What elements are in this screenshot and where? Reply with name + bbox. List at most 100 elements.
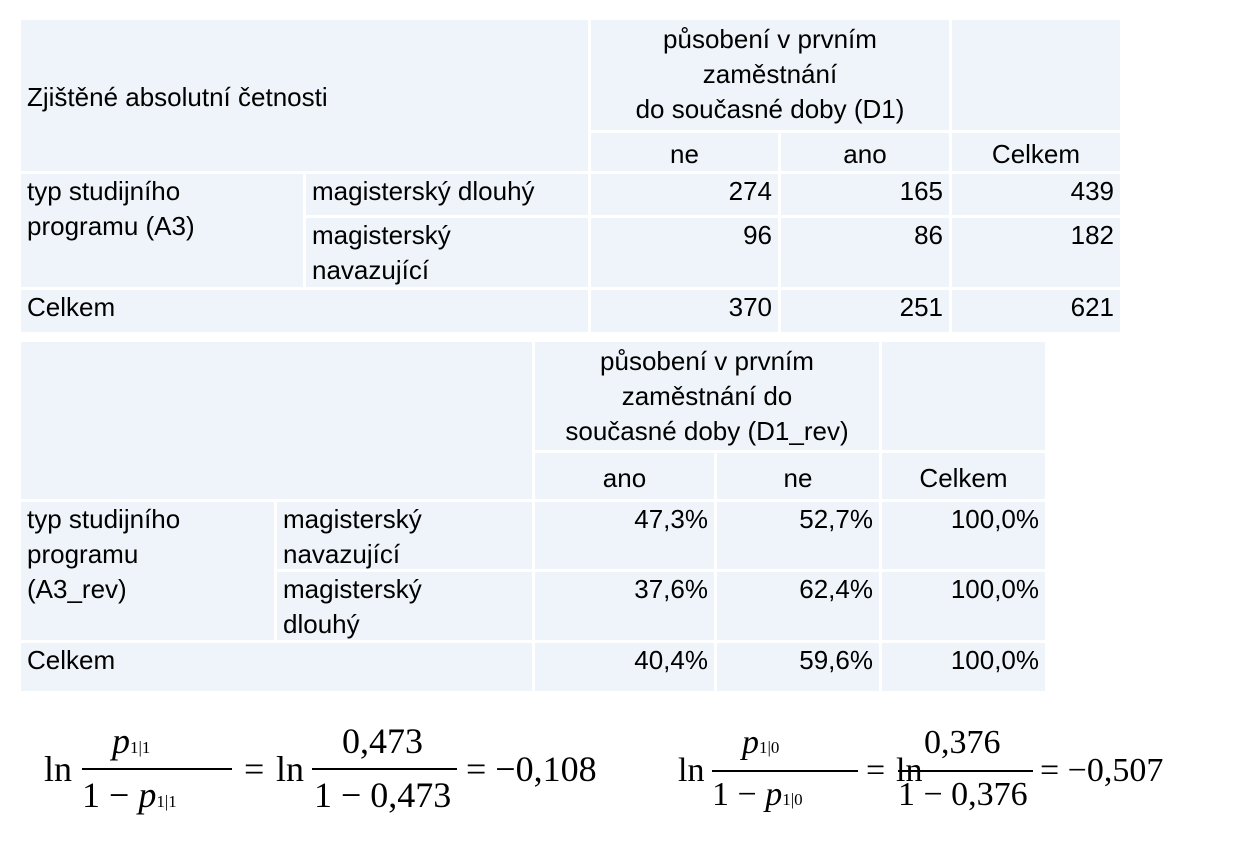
table1-col-header-ne: ne [591, 133, 778, 171]
table2-total-cell: 59,6% [717, 643, 879, 691]
table2-cell-value: 37,6% [634, 574, 708, 604]
table1-col-header-label: Celkem [991, 139, 1081, 169]
table2-col-group-line: zaměstnání do [621, 381, 793, 411]
table2-row-label-line: dlouhý [283, 609, 360, 639]
table2-col-group-line: působení v prvním [600, 346, 814, 376]
table2-total-label-text: Celkem [27, 645, 116, 675]
table1-col-header-label: ano [843, 139, 887, 169]
table1-corner: Zjištěné absolutní četnosti [21, 20, 588, 171]
table1-cell: 96 [591, 218, 778, 287]
table1-cell: 439 [952, 174, 1120, 215]
table1-cell-value: 165 [899, 176, 943, 206]
table1-total-value: 370 [728, 292, 772, 322]
table1-cell-value: 96 [743, 220, 772, 250]
fraction-bar [312, 768, 457, 770]
table2-row-group: typ studijního programu (A3_rev) [21, 502, 274, 640]
table2-col-header-ne: ne [717, 453, 879, 499]
table2-cell-value: 47,3% [634, 504, 708, 534]
formula-p-symbol: p [138, 775, 157, 815]
table2-cell: 37,6% [535, 572, 714, 640]
table2-header-blank [882, 342, 1045, 450]
formula-equals: = [866, 752, 886, 789]
table1-header-blank [952, 20, 1120, 130]
table2-col-header-label: ano [602, 463, 647, 493]
table1-col-group-line: zaměstnání [702, 59, 838, 89]
formula-denominator-value: 1 − 0,376 [898, 776, 1028, 813]
table1-col-header-total: Celkem [952, 133, 1120, 171]
table1-row-group-line: programu (A3) [27, 211, 195, 241]
table1-total-label: Celkem [21, 290, 588, 332]
table2-cell: 100,0% [882, 572, 1045, 640]
table2-col-header-total: Celkem [882, 453, 1045, 499]
table1-total-cell: 621 [952, 290, 1120, 332]
table2-total-label: Celkem [21, 643, 532, 691]
table1-row-group: typ studijního programu (A3) [21, 174, 303, 287]
formula-subscript: 1|1 [130, 738, 151, 757]
formula-equals: = [244, 749, 265, 789]
formula-one-minus: 1 − [82, 775, 130, 815]
table2-row-label-line: magisterský [283, 504, 422, 534]
table2-cell-value: 100,0% [950, 574, 1039, 604]
formula-subscript: 1|1 [156, 792, 177, 811]
formula-p-symbol: p [765, 776, 783, 813]
table2-col-header-label: Celkem [919, 463, 1008, 493]
formula-result: = −0,108 [466, 749, 597, 789]
table2-total-value: 59,6% [799, 645, 873, 675]
table2-col-header-ano: ano [535, 453, 714, 499]
table2-col-header-label: ne [783, 463, 813, 493]
table2-total-value: 40,4% [634, 645, 708, 675]
table1-cell-value: 182 [1070, 220, 1114, 250]
table1-cell-value: 86 [914, 220, 943, 250]
absolute-frequency-table: Zjištěné absolutní četnosti působení v p… [21, 20, 1120, 332]
table2-cell: 47,3% [535, 502, 714, 569]
formula-numerator-value: 0,376 [924, 724, 1001, 761]
table2-col-group-header: působení v prvním zaměstnání do současné… [535, 342, 879, 450]
relative-frequency-table: působení v prvním zaměstnání do současné… [21, 342, 1045, 691]
table1-total-value: 621 [1070, 292, 1114, 322]
formula-numerator-p: p1|0 [742, 724, 779, 762]
table1-cell-value: 274 [728, 176, 772, 206]
formula-subscript: 1|0 [759, 738, 780, 757]
log-odds-formula: ln p1|1 1 − p1|1 = ln 0,473 1 − 0,473 = … [44, 720, 604, 835]
table1-row-group-line: typ studijního [27, 176, 181, 206]
fraction-bar [712, 770, 858, 772]
table2-corner [21, 342, 532, 499]
formula-denominator: 1 − p1|1 [82, 774, 177, 816]
formula-one-minus: 1 − [712, 776, 757, 813]
table1-col-group-line: působení v prvním [663, 24, 877, 54]
table2-row-label-line: magisterský [283, 574, 422, 604]
log-odds-formula: ln p1|0 1 − p1|0 = ln 0,376 1 − 0,376 = … [678, 722, 1218, 837]
fraction-bar [82, 768, 232, 770]
formula-numerator-value: 0,473 [342, 721, 423, 761]
formula-p-symbol: p [112, 721, 130, 761]
table2-cell-value: 52,7% [799, 504, 873, 534]
table2-total-cell: 100,0% [882, 643, 1045, 691]
table2-col-group-line: současné doby (D1_rev) [565, 416, 849, 446]
formula-numerator-p: p1|1 [112, 720, 150, 762]
formula-p-symbol: p [742, 724, 759, 761]
table1-row-label-line: navazující [312, 255, 430, 285]
table1-col-header-label: ne [670, 139, 699, 169]
table1-col-header-ano: ano [781, 133, 949, 171]
table2-total-cell: 40,4% [535, 643, 714, 691]
table2-row-label: magisterský dlouhý [277, 572, 532, 640]
table1-cell-value: 439 [1070, 176, 1114, 206]
formula-subscript: 1|0 [782, 790, 803, 809]
table1-total-cell: 251 [781, 290, 949, 332]
table2-cell: 100,0% [882, 502, 1045, 569]
table2-cell: 52,7% [717, 502, 879, 569]
table1-row-label: magisterský navazující [306, 218, 588, 287]
table2-cell-value: 100,0% [950, 504, 1039, 534]
fraction-bar [898, 770, 1033, 772]
table1-total-label-text: Celkem [27, 292, 116, 322]
formula-ln: ln [44, 749, 73, 789]
table1-row-label: magisterský dlouhý [306, 174, 588, 215]
table1-total-cell: 370 [591, 290, 778, 332]
formula-ln: ln [678, 752, 705, 789]
table2-row-label-line: navazující [283, 539, 401, 569]
table1-cell: 165 [781, 174, 949, 215]
table2-total-value: 100,0% [950, 645, 1039, 675]
table2-row-group-line: (A3_rev) [27, 574, 127, 604]
table1-row-label-line: magisterský dlouhý [312, 176, 535, 206]
table1-row-label-line: magisterský [312, 220, 451, 250]
